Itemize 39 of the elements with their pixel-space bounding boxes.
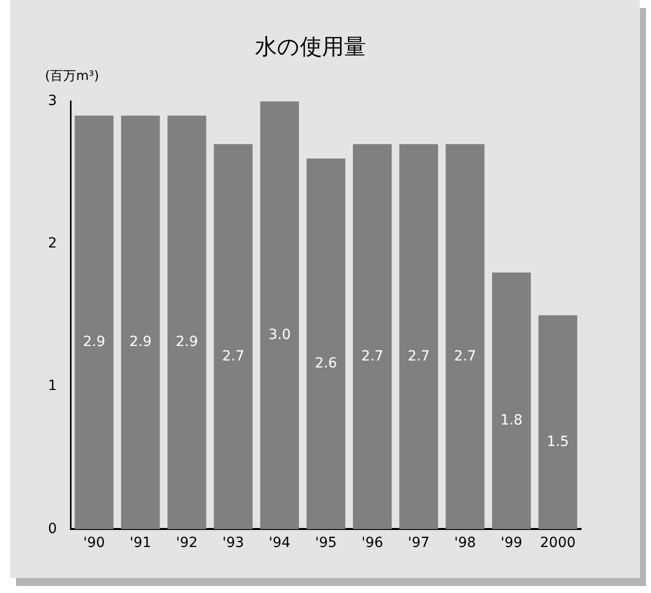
bar bbox=[399, 144, 438, 530]
bar bbox=[167, 116, 206, 530]
data-label: 3.0 bbox=[268, 326, 291, 343]
data-label: 2.7 bbox=[408, 348, 430, 364]
y-tick-label: 1 bbox=[48, 378, 57, 394]
x-tick-label: '95 bbox=[315, 535, 337, 552]
data-label: 2.7 bbox=[222, 348, 244, 364]
data-label: 2.9 bbox=[82, 334, 106, 350]
x-tick-label: '94 bbox=[268, 535, 290, 552]
data-label: 2.9 bbox=[129, 334, 152, 350]
bar bbox=[306, 158, 346, 530]
data-label: 2.7 bbox=[454, 348, 476, 364]
x-tick-label: '92 bbox=[176, 535, 198, 552]
data-label: 1.8 bbox=[500, 412, 523, 428]
data-label: 2.9 bbox=[176, 334, 198, 350]
x-tick-label: '91 bbox=[130, 535, 152, 552]
bar bbox=[121, 116, 160, 530]
y-tick-label: 3 bbox=[48, 93, 57, 110]
chart-title: 水の使用量 bbox=[255, 34, 366, 60]
x-tick-label: '97 bbox=[408, 535, 430, 552]
x-tick-label: '93 bbox=[222, 535, 244, 552]
x-tick-label: '98 bbox=[454, 535, 476, 552]
bar bbox=[352, 144, 392, 530]
data-label: 2.7 bbox=[361, 348, 384, 364]
x-tick-label: '90 bbox=[83, 535, 105, 552]
bar bbox=[538, 315, 578, 530]
x-tick-label: 2000 bbox=[540, 535, 576, 552]
bar bbox=[446, 144, 484, 530]
y-tick-label: 0 bbox=[48, 520, 57, 537]
bar bbox=[492, 272, 531, 530]
bar bbox=[214, 144, 253, 530]
x-tick-label: '96 bbox=[361, 535, 384, 552]
data-label: 1.5 bbox=[546, 434, 569, 450]
bar bbox=[74, 116, 114, 530]
y-tick-label: 2 bbox=[48, 236, 57, 252]
bar bbox=[260, 101, 299, 530]
data-label: 2.6 bbox=[314, 355, 338, 372]
y-axis-title: (百万m³) bbox=[45, 68, 100, 84]
x-tick-label: '99 bbox=[500, 535, 522, 552]
